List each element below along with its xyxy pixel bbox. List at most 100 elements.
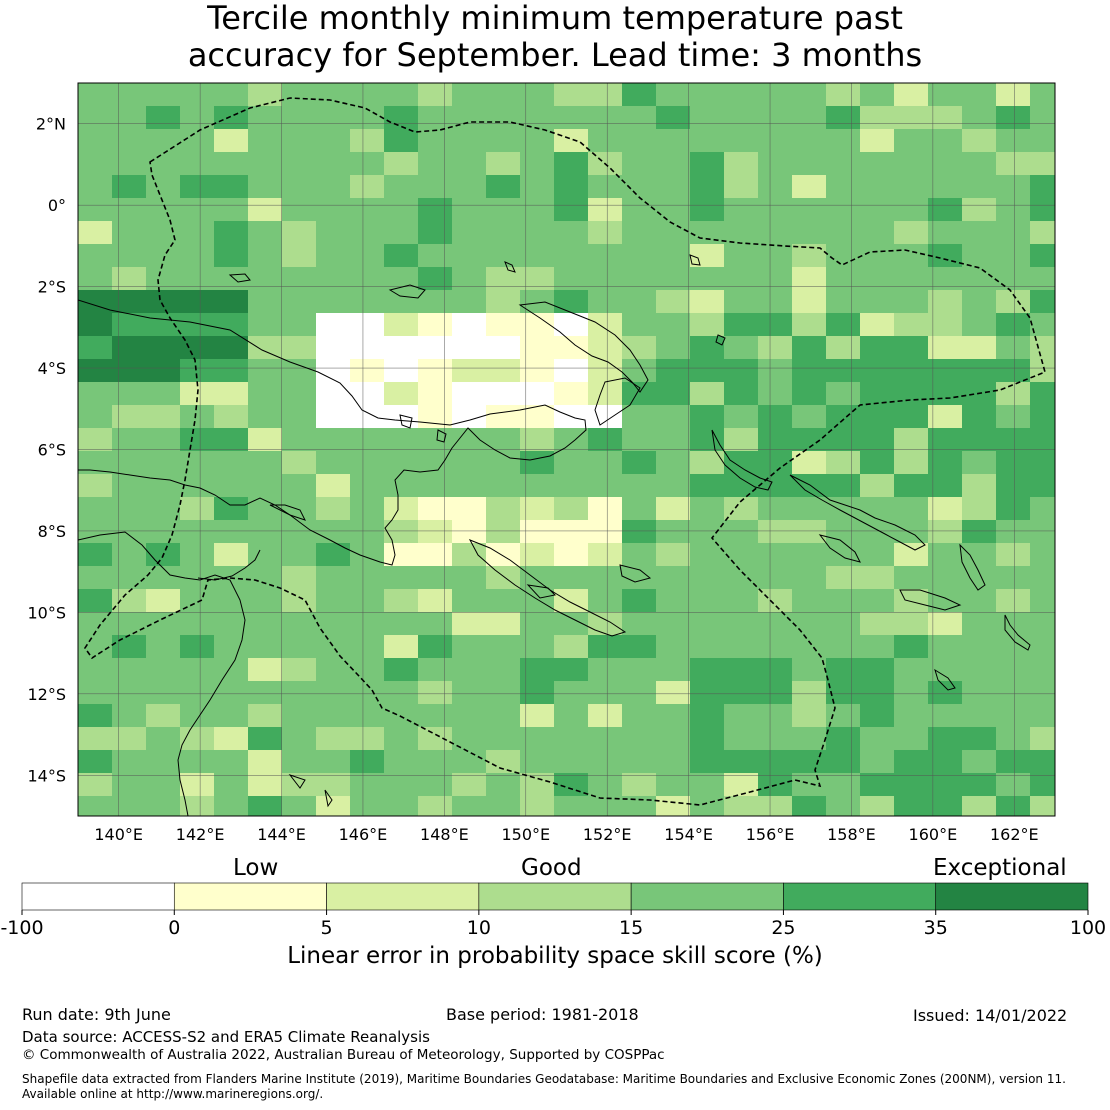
skill-cell xyxy=(350,589,385,613)
skill-cell xyxy=(180,474,215,498)
skill-cell xyxy=(452,773,487,797)
skill-cell xyxy=(248,681,283,705)
colorbar-tick-label: 25 xyxy=(771,917,795,939)
skill-cell xyxy=(248,336,283,360)
skill-cell xyxy=(78,543,113,567)
skill-cell xyxy=(928,474,963,498)
skill-cell xyxy=(928,313,963,337)
skill-cell xyxy=(894,129,929,153)
skill-cell xyxy=(554,83,589,107)
skill-cell xyxy=(860,451,895,475)
skill-cell xyxy=(146,773,181,797)
skill-cell xyxy=(554,750,589,774)
skill-cell xyxy=(214,175,249,199)
skill-cell xyxy=(996,704,1031,728)
skill-cell xyxy=(384,313,419,337)
skill-cell xyxy=(996,658,1031,682)
skill-cell xyxy=(350,796,385,816)
skill-cell xyxy=(826,635,861,659)
skill-cell xyxy=(588,612,623,636)
skill-cell xyxy=(1030,681,1055,705)
skill-cell xyxy=(214,198,249,222)
skill-cell xyxy=(520,405,555,429)
skill-cell xyxy=(962,612,997,636)
skill-cell xyxy=(384,612,419,636)
skill-cell xyxy=(554,198,589,222)
skill-cell xyxy=(316,773,351,797)
skill-cell xyxy=(758,405,793,429)
skill-cell xyxy=(554,704,589,728)
skill-cell xyxy=(826,451,861,475)
skill-cell xyxy=(962,589,997,613)
skill-cell xyxy=(826,589,861,613)
skill-cell xyxy=(248,313,283,337)
skill-cell xyxy=(826,198,861,222)
skill-cell xyxy=(486,474,521,498)
skill-cell xyxy=(316,267,351,291)
skill-cell xyxy=(588,382,623,406)
skill-cell xyxy=(588,175,623,199)
skill-cell xyxy=(588,681,623,705)
skill-cell xyxy=(248,451,283,475)
map-gridlines xyxy=(78,83,1055,816)
skill-cell xyxy=(996,336,1031,360)
skill-cell xyxy=(486,635,521,659)
skill-cell xyxy=(248,497,283,521)
skill-cell xyxy=(724,290,759,314)
skill-cell xyxy=(758,106,793,130)
skill-cell xyxy=(214,589,249,613)
skill-cell xyxy=(112,796,147,816)
skill-cell xyxy=(146,175,181,199)
skill-cell xyxy=(588,474,623,498)
skill-cell xyxy=(622,405,657,429)
skill-cell xyxy=(520,658,555,682)
colorbar-tick-label: 10 xyxy=(467,917,491,939)
skill-cell xyxy=(316,543,351,567)
skill-cell xyxy=(656,175,691,199)
skill-cell xyxy=(248,474,283,498)
skill-cell xyxy=(860,83,895,107)
skill-cell xyxy=(588,359,623,383)
skill-cell xyxy=(452,221,487,245)
skill-cell xyxy=(724,681,759,705)
skill-cell xyxy=(792,658,827,682)
skill-cell xyxy=(316,129,351,153)
skill-cell xyxy=(962,129,997,153)
skill-cell xyxy=(282,336,317,360)
skill-cell xyxy=(282,635,317,659)
skill-cell xyxy=(418,704,453,728)
skill-cell xyxy=(486,382,521,406)
skill-cell xyxy=(656,359,691,383)
skill-cell xyxy=(316,198,351,222)
skill-cell xyxy=(656,566,691,590)
skill-cell xyxy=(486,359,521,383)
skill-cell xyxy=(418,83,453,107)
skill-cell xyxy=(724,451,759,475)
skill-cell xyxy=(622,221,657,245)
skill-cell xyxy=(826,681,861,705)
skill-cell xyxy=(928,589,963,613)
skill-cell xyxy=(282,175,317,199)
skill-cell xyxy=(248,198,283,222)
skill-cell xyxy=(724,336,759,360)
skill-cell xyxy=(78,198,113,222)
skill-cell xyxy=(656,428,691,452)
skill-cell xyxy=(486,83,521,107)
skill-cell xyxy=(928,520,963,544)
lat-tick-label: 12°S xyxy=(27,685,66,704)
skill-cell xyxy=(248,543,283,567)
skill-cell xyxy=(792,589,827,613)
colorbar-bin xyxy=(935,882,1089,911)
chart-title: Tercile monthly minimum temperature past… xyxy=(0,0,1110,74)
skill-cell xyxy=(894,520,929,544)
skill-cell xyxy=(996,566,1031,590)
skill-cell xyxy=(248,359,283,383)
skill-cell xyxy=(78,382,113,406)
skill-cell xyxy=(520,497,555,521)
skill-cell xyxy=(384,83,419,107)
skill-cell xyxy=(112,221,147,245)
skill-cell xyxy=(282,497,317,521)
skill-cell xyxy=(248,83,283,107)
skill-cell xyxy=(146,336,181,360)
skill-cell xyxy=(78,750,113,774)
